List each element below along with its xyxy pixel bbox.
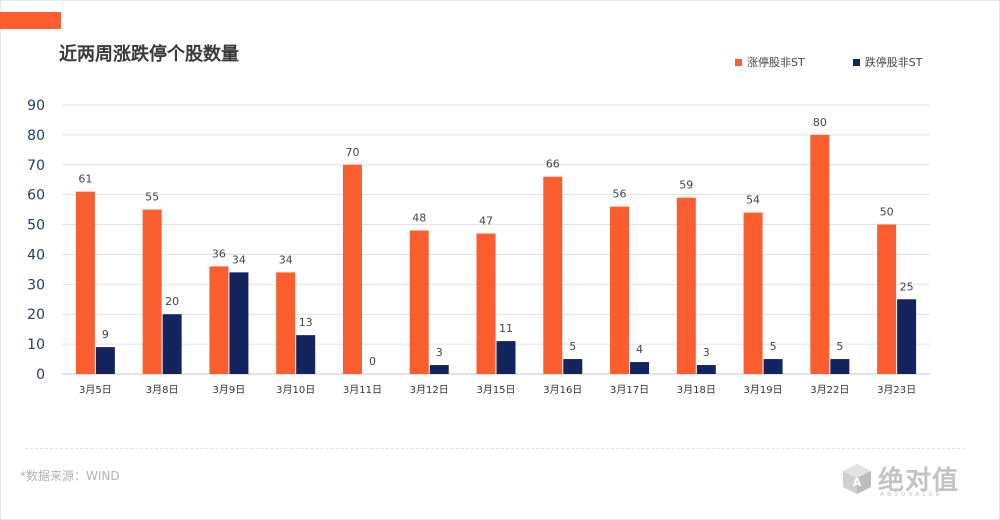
x-tick-label: 3月19日 (744, 384, 783, 396)
data-label: 55 (145, 191, 159, 204)
x-tick-label: 3月5日 (79, 384, 112, 396)
bar-down (162, 314, 182, 374)
data-label: 5 (836, 340, 843, 353)
bar-up (743, 212, 763, 374)
x-tick-label: 3月10日 (276, 384, 315, 396)
bar-up (543, 176, 563, 374)
x-tick-label: 3月17日 (610, 384, 649, 396)
x-tick-label: 3月12日 (410, 384, 449, 396)
data-label: 54 (746, 194, 760, 207)
bar-up (610, 206, 630, 374)
y-tick-label: 20 (27, 307, 45, 323)
data-label: 4 (636, 343, 643, 356)
x-tick-label: 3月16日 (543, 384, 582, 396)
legend-item-down: 跌停股非ST (852, 54, 923, 70)
bar-down (496, 341, 516, 374)
legend-item-up: 涨停股非ST (735, 54, 805, 70)
data-label: 34 (279, 253, 293, 266)
data-label: 59 (679, 179, 693, 192)
x-tick-label: 3月23日 (877, 384, 916, 396)
bar-down (763, 359, 783, 374)
data-label: 5 (770, 340, 777, 353)
chart-title: 近两周涨跌停个股数量 (59, 44, 239, 65)
y-tick-label: 70 (27, 158, 45, 174)
data-label: 3 (436, 346, 443, 359)
y-tick-label: 60 (27, 188, 45, 204)
y-tick-label: 30 (27, 277, 45, 293)
accent-bar (0, 12, 61, 29)
data-label: 50 (880, 206, 894, 219)
data-label: 61 (78, 173, 92, 186)
logo-cube-icon: A (843, 464, 871, 494)
data-label: 34 (232, 253, 246, 266)
x-tick-label: 3月11日 (343, 384, 382, 396)
logo-subtext: ABSOVALUE (880, 491, 943, 498)
data-label: 0 (369, 355, 376, 368)
bar-down (563, 359, 583, 374)
bar-up (676, 197, 696, 374)
brand-logo: A 绝对值 ABSOVALUE (840, 460, 970, 500)
bar-down (429, 365, 449, 374)
data-label: 70 (345, 146, 359, 159)
bar-up (342, 164, 362, 374)
bar-down (229, 272, 249, 374)
legend-label-up: 涨停股非ST (747, 56, 805, 69)
y-tick-label: 40 (27, 247, 45, 263)
bar-down (296, 335, 316, 374)
bar-up (142, 209, 162, 374)
bar-down (696, 365, 716, 374)
bar-up (276, 272, 296, 374)
data-label: 48 (412, 212, 426, 225)
bar-up (409, 230, 429, 374)
data-label: 25 (900, 280, 914, 293)
bar-down (95, 347, 115, 374)
bar-up (209, 266, 229, 374)
bar-down (630, 362, 650, 374)
data-label: 47 (479, 215, 493, 228)
svg-text:A: A (853, 476, 862, 489)
data-source: *数据来源：WIND (20, 469, 120, 483)
legend: 涨停股非ST 跌停股非ST (735, 54, 922, 70)
x-tick-label: 3月22日 (810, 384, 849, 396)
data-label: 5 (569, 340, 576, 353)
y-tick-label: 80 (27, 128, 45, 144)
data-label: 66 (546, 158, 560, 171)
data-label: 56 (613, 188, 627, 201)
legend-label-down: 跌停股非ST (864, 56, 923, 69)
data-label: 9 (102, 328, 109, 341)
data-label: 3 (703, 346, 710, 359)
x-tick-label: 3月9日 (213, 384, 246, 396)
y-tick-label: 90 (27, 98, 45, 114)
y-tick-label: 0 (36, 367, 45, 383)
footer-divider (25, 448, 965, 449)
legend-swatch-up (735, 58, 742, 66)
data-label: 20 (165, 295, 179, 308)
bar-up (75, 191, 95, 374)
data-label: 80 (813, 116, 827, 129)
x-tick-label: 3月8日 (146, 384, 179, 396)
bar-up (476, 233, 496, 374)
logo-text: 绝对值 (878, 466, 960, 496)
bar-down (830, 359, 850, 374)
y-tick-label: 10 (27, 337, 45, 353)
legend-swatch-down (852, 58, 860, 66)
x-tick-label: 3月15日 (476, 384, 515, 396)
bar-up (810, 134, 830, 374)
y-tick-label: 50 (27, 218, 45, 234)
bar-down (897, 299, 917, 374)
x-tick-label: 3月18日 (677, 384, 716, 396)
bar-up (877, 224, 897, 374)
data-label: 36 (212, 247, 226, 260)
data-label: 11 (499, 322, 513, 335)
data-label: 13 (299, 316, 313, 329)
